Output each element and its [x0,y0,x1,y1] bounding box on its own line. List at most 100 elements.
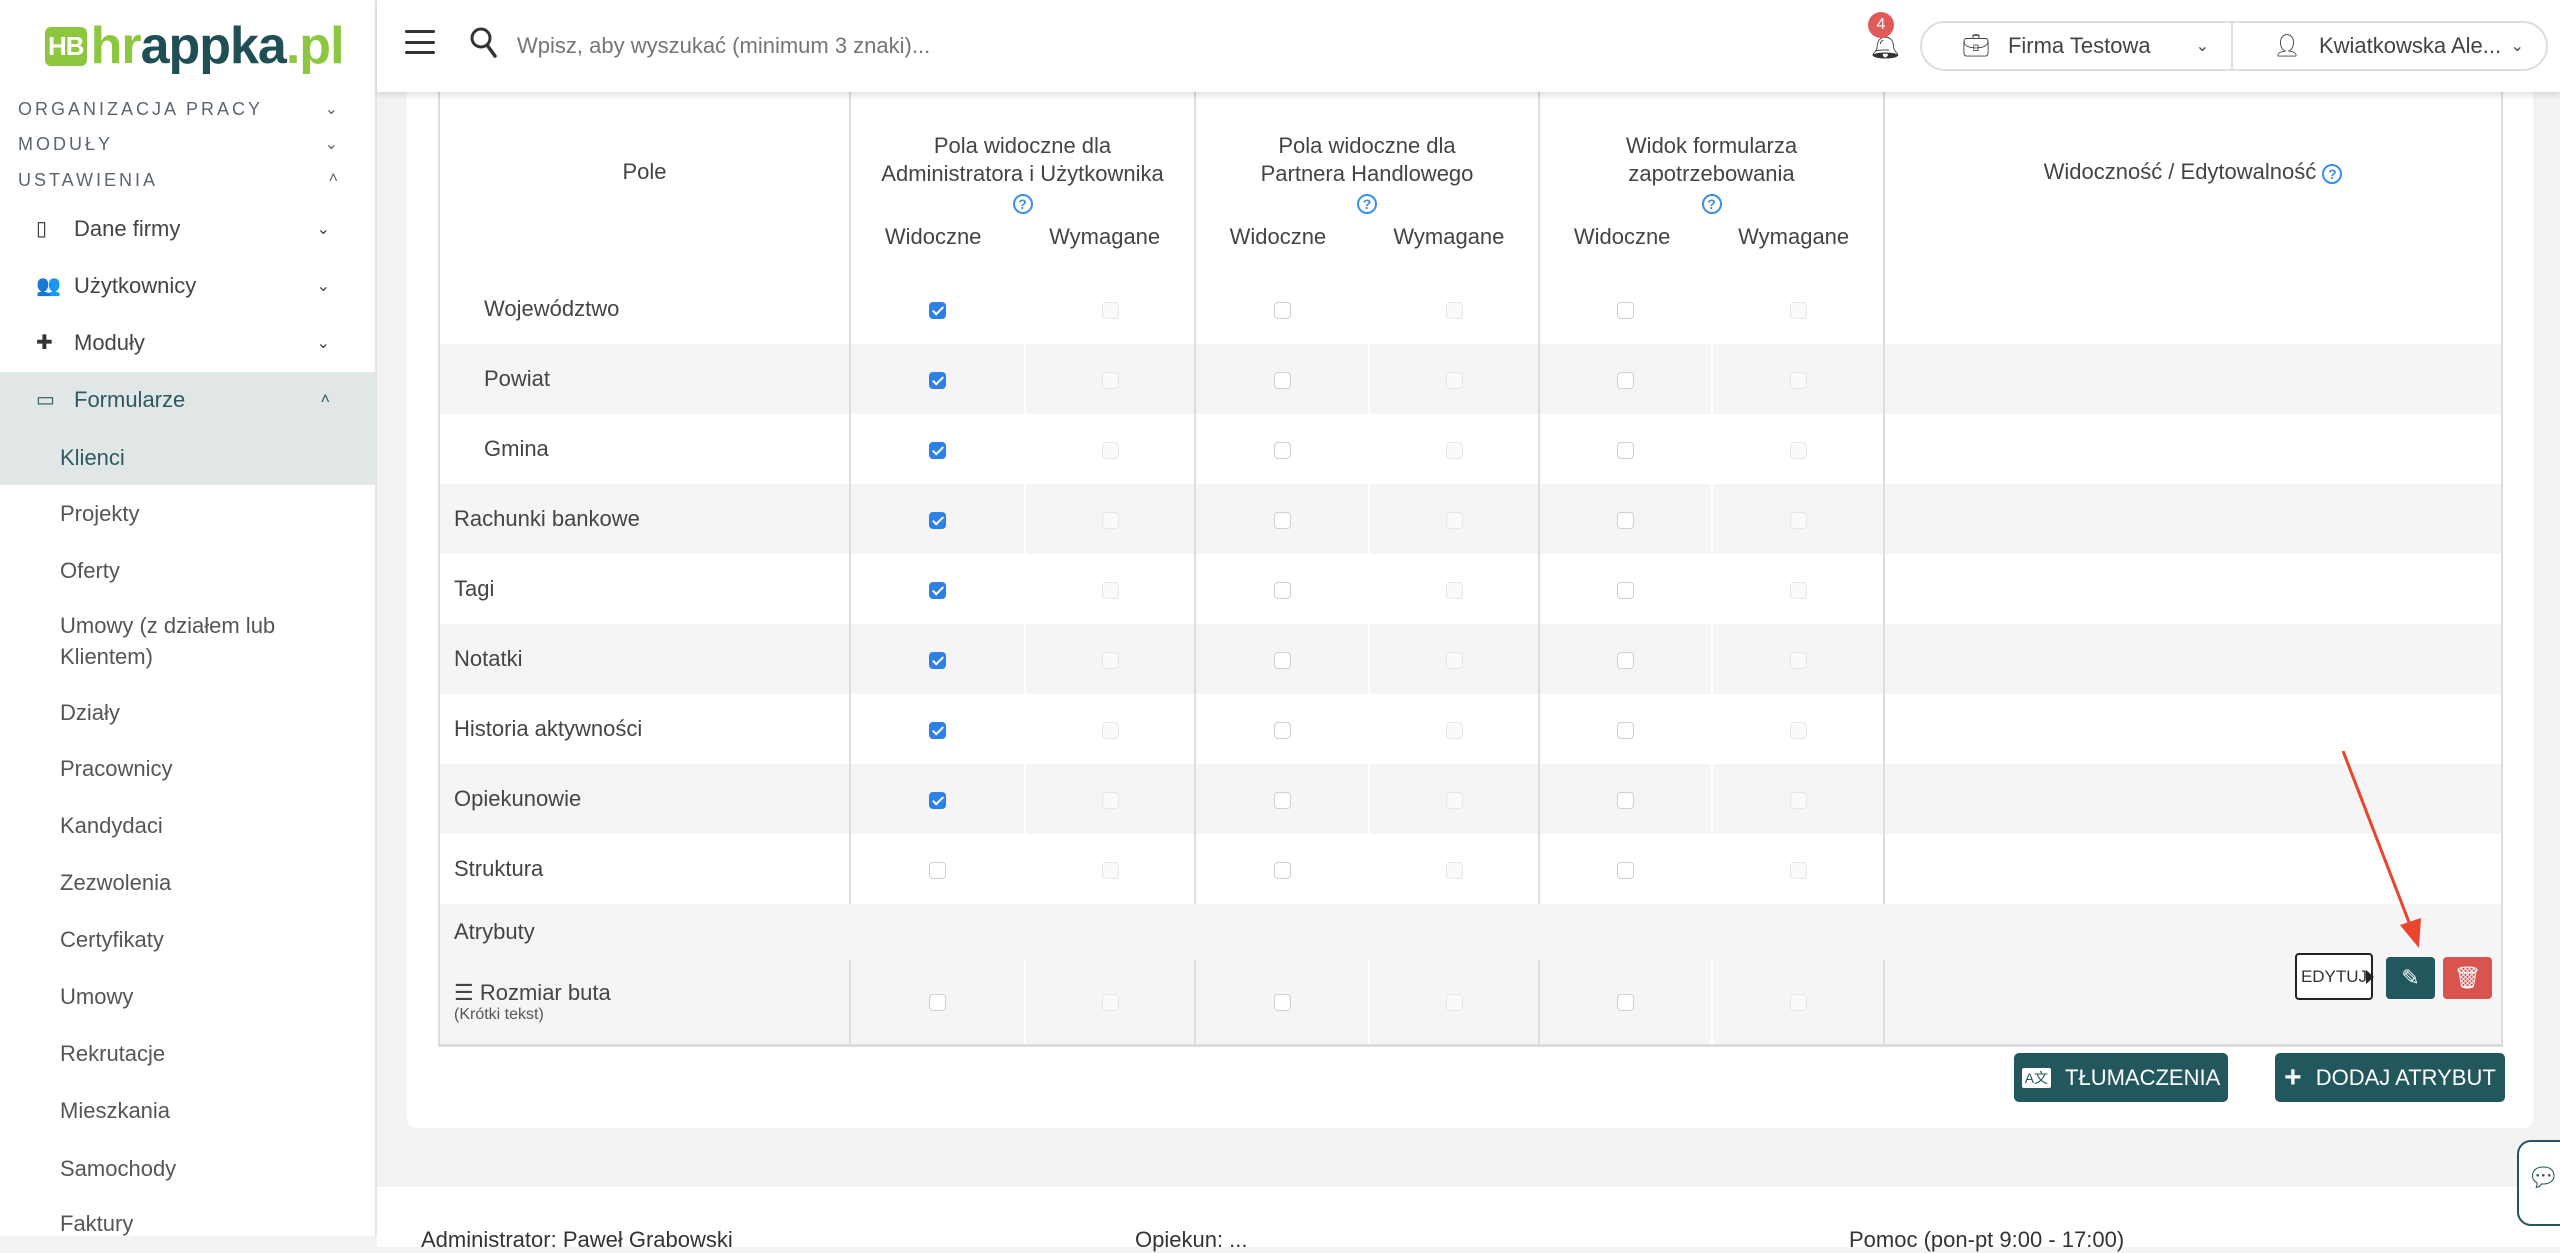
checkbox[interactable] [1101,861,1119,879]
checkbox[interactable] [1101,371,1119,389]
checkbox[interactable] [1445,651,1463,669]
checkbox[interactable] [1445,721,1463,739]
checkbox[interactable] [1445,371,1463,389]
checkbox[interactable] [1273,441,1291,459]
checkbox[interactable] [1617,371,1634,389]
sidebar-subitem[interactable]: Certyfikaty [60,927,164,952]
checkbox[interactable] [1445,861,1463,879]
sidebar-subitem[interactable]: Kandydaci [60,813,163,838]
checkbox[interactable] [1273,581,1291,599]
sidebar-item-formularze[interactable]: ▭ Formularze ˄ [0,371,375,428]
checkbox[interactable] [1789,441,1807,459]
checkbox[interactable] [1101,791,1119,809]
checkbox-cell [1368,484,1539,554]
checkbox[interactable] [1445,511,1463,529]
logo[interactable]: HB hr appka .pl [45,17,345,75]
checkbox[interactable] [1101,721,1119,739]
checkbox[interactable] [929,581,946,599]
checkbox[interactable] [1789,371,1807,389]
checkbox[interactable] [1617,791,1634,809]
help-icon[interactable]: ? [2322,164,2343,184]
checkbox[interactable] [929,651,946,669]
sidebar-item-uzytkownicy[interactable]: 👥 Użytkownicy ⌄ [0,257,375,314]
checkbox[interactable] [1273,861,1291,879]
checkbox[interactable] [1445,441,1463,459]
checkbox[interactable] [1617,861,1634,879]
checkbox[interactable] [1789,994,1807,1012]
checkbox[interactable] [1789,301,1807,319]
checkbox-cell [1711,414,1884,484]
checkbox[interactable] [1789,791,1807,809]
sidebar-subitem[interactable]: Umowy (z działem lub Klientem) [60,613,276,669]
sidebar-item-dane-firmy[interactable]: ▯ Dane firmy ⌄ [0,200,375,257]
checkbox[interactable] [1445,581,1463,599]
chat-widget-button[interactable]: 💬︎ [2517,1140,2560,1226]
checkbox[interactable] [1273,301,1291,319]
checkbox[interactable] [1101,651,1119,669]
section-organizacja-pracy[interactable]: ORGANIZACJA PRACY ⌄ [18,99,338,120]
checkbox[interactable] [1273,791,1291,809]
sidebar-subitem[interactable]: Umowy [60,984,134,1009]
checkbox[interactable] [1273,651,1291,669]
sidebar-item-moduly[interactable]: ✚ Moduły ⌄ [0,314,375,371]
checkbox[interactable] [1273,511,1291,529]
checkbox[interactable] [1445,994,1463,1012]
checkbox[interactable] [929,994,946,1012]
checkbox[interactable] [1617,581,1634,599]
sidebar-subitem[interactable]: Pracownicy [60,756,173,781]
menu-toggle-icon[interactable] [405,30,435,54]
checkbox[interactable] [1273,371,1291,389]
checkbox[interactable] [929,441,946,459]
checkbox[interactable] [1445,791,1463,809]
checkbox[interactable] [1101,581,1119,599]
checkbox[interactable] [929,511,946,529]
sidebar-subitem[interactable]: Oferty [60,558,120,583]
drag-handle-icon[interactable]: ☰ [454,979,474,1005]
sidebar-subitem[interactable]: Projekty [60,501,140,526]
checkbox[interactable] [1273,994,1291,1012]
checkbox[interactable] [1617,651,1634,669]
company-dropdown[interactable]: 💼︎ Firma Testowa ⌄ [1922,23,2233,69]
checkbox[interactable] [1789,651,1807,669]
checkbox[interactable] [1445,301,1463,319]
checkbox[interactable] [1789,581,1807,599]
search-input[interactable] [517,28,1217,64]
help-icon[interactable]: ? [1701,194,1722,214]
sidebar-subitem[interactable]: Zezwolenia [60,870,172,895]
checkbox[interactable] [1101,441,1119,459]
sidebar-subitem[interactable]: Klienci [60,445,125,470]
checkbox[interactable] [1273,721,1291,739]
sidebar-subitem[interactable]: Samochody [60,1156,177,1181]
checkbox[interactable] [1789,511,1807,529]
delete-attribute-button[interactable]: 🗑︎ [2443,957,2492,999]
checkbox[interactable] [929,721,946,739]
section-moduly[interactable]: MODUŁY ⌄ [18,134,338,155]
checkbox[interactable] [929,371,946,389]
checkbox[interactable] [1789,861,1807,879]
help-icon[interactable]: ? [1012,194,1033,214]
sidebar-subitem[interactable]: Faktury [60,1211,134,1236]
checkbox[interactable] [1101,994,1119,1012]
user-dropdown[interactable]: 👤︎ Kwiatkowska Ale... ⌄ [2233,23,2546,69]
sidebar-subitem[interactable]: Mieszkania [60,1098,171,1123]
checkbox[interactable] [1617,511,1634,529]
sidebar-subitem[interactable]: Działy [60,700,120,725]
checkbox[interactable] [1101,301,1119,319]
add-attribute-button[interactable]: + DODAJ ATRYBUT [2275,1053,2505,1102]
checkbox[interactable] [1617,301,1634,319]
checkbox-cell [1711,960,1884,1045]
checkbox[interactable] [1101,511,1119,529]
translations-button[interactable]: A文 TŁUMACZENIA [2014,1053,2228,1102]
help-icon[interactable]: ? [1357,194,1377,214]
checkbox[interactable] [1617,994,1634,1012]
checkbox[interactable] [1617,441,1634,459]
checkbox[interactable] [1617,721,1634,739]
checkbox[interactable] [929,861,946,879]
checkbox-cell [849,414,1025,484]
checkbox[interactable] [1789,721,1807,739]
sidebar-subitem[interactable]: Rekrutacje [60,1041,166,1066]
section-ustawienia[interactable]: USTAWIENIA ˄ [18,170,338,191]
checkbox[interactable] [929,301,946,319]
checkbox[interactable] [929,791,946,809]
edit-attribute-button[interactable]: ✎ [2386,957,2435,999]
